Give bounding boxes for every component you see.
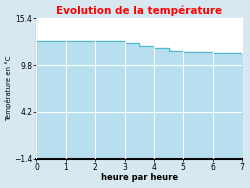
Title: Evolution de la température: Evolution de la température	[56, 6, 222, 16]
X-axis label: heure par heure: heure par heure	[101, 174, 178, 182]
Y-axis label: Température en °C: Température en °C	[6, 56, 12, 121]
